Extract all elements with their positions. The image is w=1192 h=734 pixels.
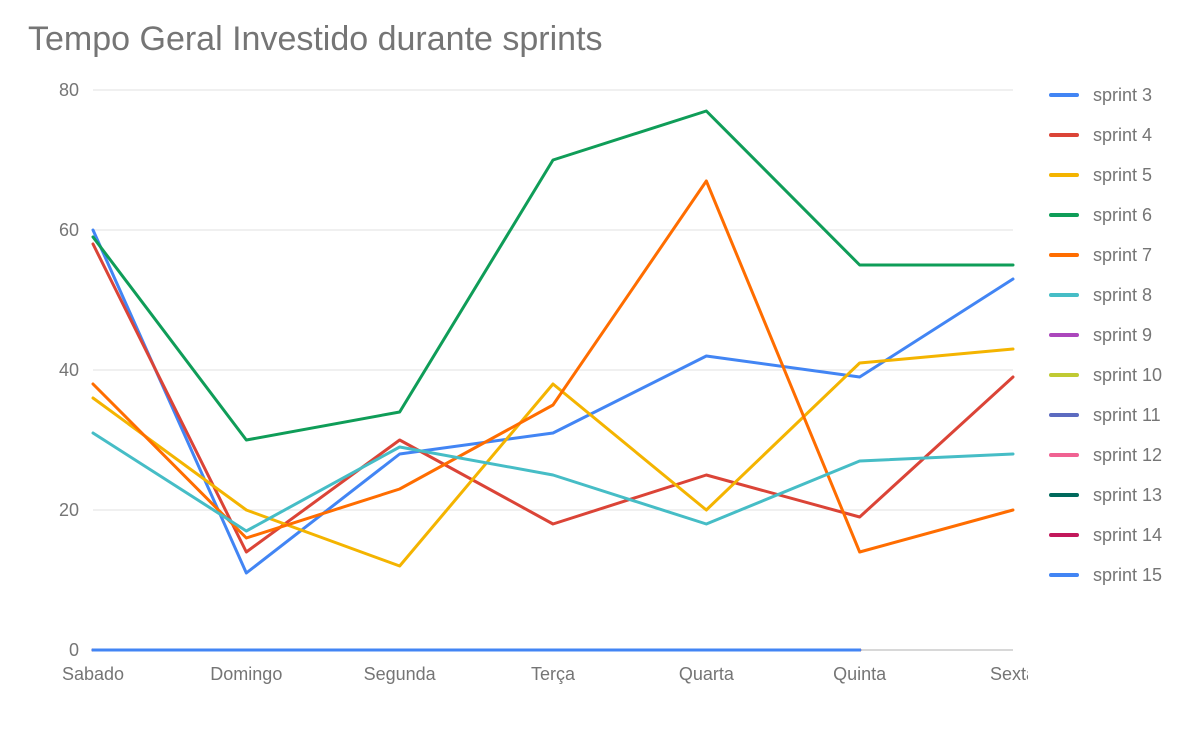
- svg-text:Domingo: Domingo: [210, 664, 282, 684]
- legend-label: sprint 9: [1093, 325, 1152, 346]
- legend-item[interactable]: sprint 3: [1049, 85, 1162, 105]
- svg-text:Quinta: Quinta: [833, 664, 887, 684]
- legend-swatch: [1049, 493, 1079, 497]
- svg-text:Quarta: Quarta: [679, 664, 735, 684]
- legend-label: sprint 14: [1093, 525, 1162, 546]
- legend-label: sprint 12: [1093, 445, 1162, 466]
- svg-text:80: 80: [59, 80, 79, 100]
- legend-swatch: [1049, 373, 1079, 377]
- chart-title: Tempo Geral Investido durante sprints: [28, 20, 603, 59]
- legend-swatch: [1049, 93, 1079, 97]
- svg-text:60: 60: [59, 220, 79, 240]
- legend-item[interactable]: sprint 14: [1049, 525, 1162, 545]
- chart-legend: sprint 3 sprint 4 sprint 5 sprint 6 sprint 7…: [1049, 85, 1162, 605]
- legend-item[interactable]: sprint 11: [1049, 405, 1162, 425]
- series-line: [93, 349, 1013, 566]
- series-line: [93, 433, 1013, 531]
- chart-container: Tempo Geral Investido durante sprints 0 2…: [0, 0, 1192, 734]
- legend-item[interactable]: sprint 7: [1049, 245, 1162, 265]
- series-line: [93, 244, 1013, 552]
- legend-swatch: [1049, 573, 1079, 577]
- legend-swatch: [1049, 293, 1079, 297]
- svg-text:Segunda: Segunda: [364, 664, 437, 684]
- svg-text:0: 0: [69, 640, 79, 660]
- legend-item[interactable]: sprint 4: [1049, 125, 1162, 145]
- svg-text:40: 40: [59, 360, 79, 380]
- legend-label: sprint 10: [1093, 365, 1162, 386]
- series-line: [93, 111, 1013, 440]
- svg-text:Sexta: Sexta: [990, 664, 1028, 684]
- legend-swatch: [1049, 173, 1079, 177]
- line-chart: 0 20 40 60 80 Sabado Domingo Segunda Terça Quarta…: [28, 80, 1028, 700]
- legend-swatch: [1049, 453, 1079, 457]
- legend-item[interactable]: sprint 10: [1049, 365, 1162, 385]
- legend-item[interactable]: sprint 8: [1049, 285, 1162, 305]
- legend-swatch: [1049, 533, 1079, 537]
- legend-swatch: [1049, 333, 1079, 337]
- legend-item[interactable]: sprint 5: [1049, 165, 1162, 185]
- legend-label: sprint 11: [1093, 405, 1161, 426]
- legend-label: sprint 7: [1093, 245, 1152, 266]
- legend-item[interactable]: sprint 15: [1049, 565, 1162, 585]
- legend-item[interactable]: sprint 13: [1049, 485, 1162, 505]
- legend-label: sprint 5: [1093, 165, 1152, 186]
- legend-swatch: [1049, 133, 1079, 137]
- legend-label: sprint 13: [1093, 485, 1162, 506]
- legend-swatch: [1049, 253, 1079, 257]
- legend-swatch: [1049, 413, 1079, 417]
- legend-item[interactable]: sprint 12: [1049, 445, 1162, 465]
- svg-text:20: 20: [59, 500, 79, 520]
- legend-label: sprint 4: [1093, 125, 1152, 146]
- legend-item[interactable]: sprint 9: [1049, 325, 1162, 345]
- svg-text:Sabado: Sabado: [62, 664, 124, 684]
- svg-text:Terça: Terça: [531, 664, 576, 684]
- legend-label: sprint 8: [1093, 285, 1152, 306]
- legend-item[interactable]: sprint 6: [1049, 205, 1162, 225]
- legend-label: sprint 3: [1093, 85, 1152, 106]
- legend-swatch: [1049, 213, 1079, 217]
- legend-label: sprint 15: [1093, 565, 1162, 586]
- legend-label: sprint 6: [1093, 205, 1152, 226]
